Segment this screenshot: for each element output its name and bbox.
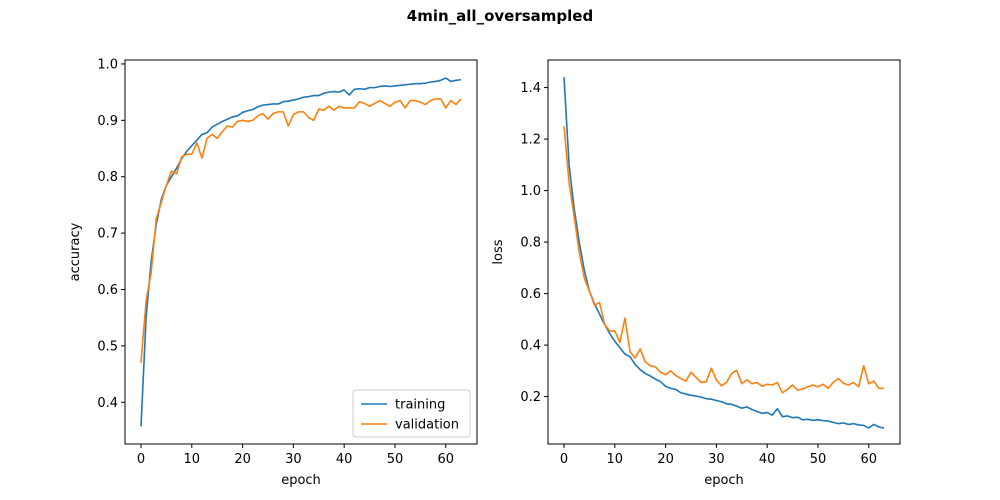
y-tick-label: 1.0 bbox=[520, 184, 541, 199]
y-tick-label: 0.8 bbox=[97, 170, 118, 185]
series-line-validation bbox=[140, 98, 462, 363]
x-tick-label: 40 bbox=[336, 452, 353, 467]
legend-box bbox=[352, 389, 471, 438]
y-tick-label: 1.2 bbox=[520, 133, 541, 148]
x-tick-label: 10 bbox=[607, 452, 624, 467]
series-line-training bbox=[563, 77, 885, 429]
x-tick-label: 20 bbox=[234, 452, 251, 467]
x-tick-label: 50 bbox=[387, 452, 404, 467]
x-tick-label: 30 bbox=[708, 452, 725, 467]
figure-title: 4min_all_oversampled bbox=[407, 7, 593, 25]
axes-frame bbox=[124, 59, 478, 445]
x-tick-label: 60 bbox=[437, 452, 454, 467]
axes-frame bbox=[547, 59, 901, 445]
y-tick-label: 1.4 bbox=[520, 81, 541, 96]
y-tick-label: 0.5 bbox=[97, 339, 118, 354]
series-line-validation bbox=[563, 126, 884, 394]
loss-plot: 0 10 20 30 40 50 60 0.2 0.4 0.6 0.8 1.0 1.2 1.4 epoch l… bbox=[491, 59, 901, 488]
y-tick-label: 0.4 bbox=[97, 396, 118, 411]
x-tick-label: 30 bbox=[285, 452, 302, 467]
y-tick-label: 0.9 bbox=[97, 114, 118, 129]
x-tick-label: 40 bbox=[759, 452, 776, 467]
x-tick-label: 0 bbox=[560, 452, 568, 467]
y-tick-label: 0.7 bbox=[97, 227, 118, 242]
x-axis-label: epoch bbox=[281, 473, 321, 488]
x-tick-label: 0 bbox=[137, 452, 145, 467]
x-tick-label: 10 bbox=[184, 452, 201, 467]
x-axis-label: epoch bbox=[704, 473, 744, 488]
accuracy-plot: 0 10 20 30 40 50 60 0.4 0.5 0.6 0.7 0.8 0.9 1.0 epoch a… bbox=[68, 57, 478, 488]
legend-label-training: training bbox=[395, 398, 445, 413]
y-tick-label: 0.8 bbox=[520, 236, 541, 251]
y-tick-label: 0.6 bbox=[97, 283, 118, 298]
x-tick-label: 20 bbox=[657, 452, 674, 467]
series-line-training bbox=[140, 77, 462, 427]
y-tick-label: 0.2 bbox=[520, 390, 541, 405]
y-tick-label: 0.6 bbox=[520, 287, 541, 302]
x-tick-label: 50 bbox=[810, 452, 827, 467]
y-axis-label: loss bbox=[491, 239, 506, 264]
y-axis-label: accuracy bbox=[68, 222, 83, 281]
y-tick-label: 0.4 bbox=[520, 339, 541, 354]
x-tick-label: 60 bbox=[860, 452, 877, 467]
y-tick-label: 1.0 bbox=[97, 57, 118, 72]
legend-label-validation: validation bbox=[395, 418, 459, 433]
legend: training validation bbox=[352, 389, 471, 438]
